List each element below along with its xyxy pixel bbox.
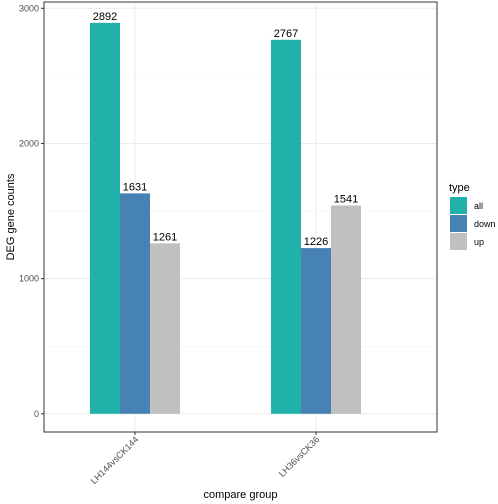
bar-labels: 2892 1631 1261 2767 1226 1541 [93, 11, 358, 248]
legend-key-all [450, 197, 467, 214]
y-axis-title: DEG gene counts [5, 173, 17, 260]
data-label-up-2: 1541 [334, 194, 358, 206]
bars [90, 22, 361, 414]
x-tick-label: LH144vsCK144 [89, 434, 141, 486]
legend-label-down: down [474, 219, 496, 229]
y-tick-label: 3000 [19, 3, 39, 13]
bar-up-1 [150, 243, 180, 414]
data-label-up-1: 1261 [153, 231, 177, 243]
bar-all-1 [90, 22, 120, 414]
legend-label-all: all [474, 201, 483, 211]
x-tick-label: LH36vsCK36 [277, 434, 322, 479]
legend-key-up [450, 233, 467, 250]
data-label-all-1: 2892 [93, 11, 117, 23]
data-label-down-2: 1226 [304, 236, 328, 248]
data-label-all-2: 2767 [274, 28, 298, 40]
y-tick-label: 1000 [19, 274, 39, 284]
y-axis: 0 1000 2000 3000 [19, 3, 44, 419]
x-axis: LH144vsCK144 LH36vsCK36 [89, 432, 322, 486]
bar-down-2 [301, 248, 331, 414]
y-tick-label: 0 [34, 409, 39, 419]
bar-all-2 [271, 39, 301, 414]
legend: type all down up [449, 182, 496, 250]
data-label-down-1: 1631 [123, 181, 147, 193]
bar-down-1 [120, 193, 150, 414]
legend-title: type [449, 182, 470, 194]
legend-label-up: up [474, 237, 484, 247]
bar-up-2 [331, 205, 361, 414]
legend-key-down [450, 215, 467, 232]
y-tick-label: 2000 [19, 138, 39, 148]
x-axis-title: compare group [204, 489, 278, 501]
panel-border [43, 1, 438, 433]
